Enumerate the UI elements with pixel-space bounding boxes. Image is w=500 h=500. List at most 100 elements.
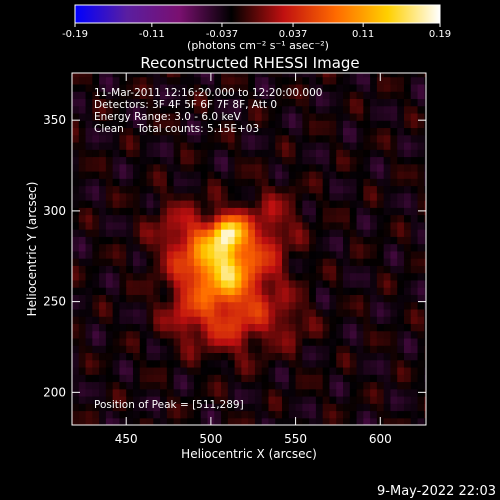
heatmap-cell [241,207,249,216]
heatmap-cell [370,395,378,404]
heatmap-cell [139,170,148,179]
heatmap-cell [370,91,378,99]
heatmap-cell [221,105,229,114]
heatmap-cell [424,127,426,136]
heatmap-cell [288,229,297,237]
colorbar-tick-label: -0.037 [206,29,238,40]
heatmap-cell [383,221,392,230]
heatmap-cell [78,207,87,216]
heatmap-cell [315,308,324,317]
heatmap-cell [288,417,297,425]
heatmap-cell [349,178,358,187]
heatmap-cell [410,112,419,121]
heatmap-cell [349,272,358,281]
heatmap-cell [119,337,127,346]
heatmap-cell [126,345,134,354]
heatmap-cell [200,410,209,419]
heatmap-cell [234,83,242,92]
heatmap-cell [92,308,100,317]
heatmap-cell [193,301,202,310]
heatmap-cell [322,120,331,129]
heatmap-cell [105,279,114,288]
heatmap-cell [92,214,100,223]
heatmap-cell [221,359,229,368]
heatmap-cell [234,359,242,368]
heatmap-cell [282,134,290,143]
heatmap-cell [302,323,310,332]
heatmap-cell [234,192,242,201]
heatmap-cell [126,141,134,150]
heatmap-cell [234,149,242,158]
heatmap-cell [349,381,358,390]
heatmap-cell [193,410,202,419]
heatmap-cell [383,207,392,216]
heatmap-cell [72,98,80,107]
heatmap-cell [295,98,303,107]
heatmap-cell [254,287,263,295]
heatmap-cell [99,250,107,259]
heatmap-cell [410,417,419,425]
heatmap-cell [410,388,419,397]
heatmap-cell [268,91,276,99]
heatmap-cell [356,112,364,121]
heatmap-cell [180,170,188,179]
heatmap-cell [424,91,426,99]
heatmap-cell [322,359,331,368]
heatmap-cell [227,105,236,114]
heatmap-cell [261,337,270,346]
heatmap-cell [105,374,114,383]
heatmap-cell [187,214,195,223]
heatmap-cell [207,323,215,332]
heatmap-cell [390,120,398,129]
heatmap-cell [275,337,283,346]
heatmap-cell [309,127,317,136]
heatmap-cell [288,112,297,121]
heatmap-cell [72,308,80,317]
heatmap-cell [343,352,351,361]
heatmap-cell [187,388,195,397]
heatmap-cell [221,112,229,121]
heatmap-cell [302,287,310,295]
heatmap-cell [295,395,303,404]
heatmap-cell [153,229,161,237]
heatmap-cell [248,323,256,332]
heatmap-cell [383,417,392,425]
heatmap-cell [302,134,310,143]
heatmap-cell [248,120,256,129]
heatmap-cell [282,374,290,383]
heatmap-cell [126,381,134,390]
heatmap-cell [112,366,121,375]
heatmap-cell [403,279,412,288]
heatmap-cell [410,279,419,288]
heatmap-cell [72,141,80,150]
heatmap-cell [126,73,134,78]
heatmap-cell [227,163,236,172]
heatmap-cell [309,366,317,375]
heatmap-cell [105,73,114,78]
heatmap-cell [343,287,351,295]
heatmap-cell [153,279,161,288]
heatmap-cell [92,243,100,252]
heatmap-cell [309,163,317,172]
heatmap-cell [370,337,378,346]
heatmap-cell [302,156,310,165]
heatmap-cell [85,359,93,368]
heatmap-cell [282,301,290,310]
heatmap-cell [214,330,222,339]
heatmap-cell [180,352,188,361]
heatmap-cell [390,410,398,419]
heatmap-cell [160,403,168,412]
heatmap-cell [187,170,195,179]
heatmap-cell [282,185,290,194]
heatmap-cell [383,214,392,223]
heatmap-cell [417,374,425,383]
heatmap-cell [261,243,270,252]
heatmap-cell [282,272,290,281]
heatmap-cell [288,170,297,179]
heatmap-cell [241,229,249,237]
heatmap-cell [166,192,175,201]
heatmap-cell [234,134,242,143]
heatmap-cell [336,323,344,332]
heatmap-cell [275,163,283,172]
heatmap-cell [254,374,263,383]
